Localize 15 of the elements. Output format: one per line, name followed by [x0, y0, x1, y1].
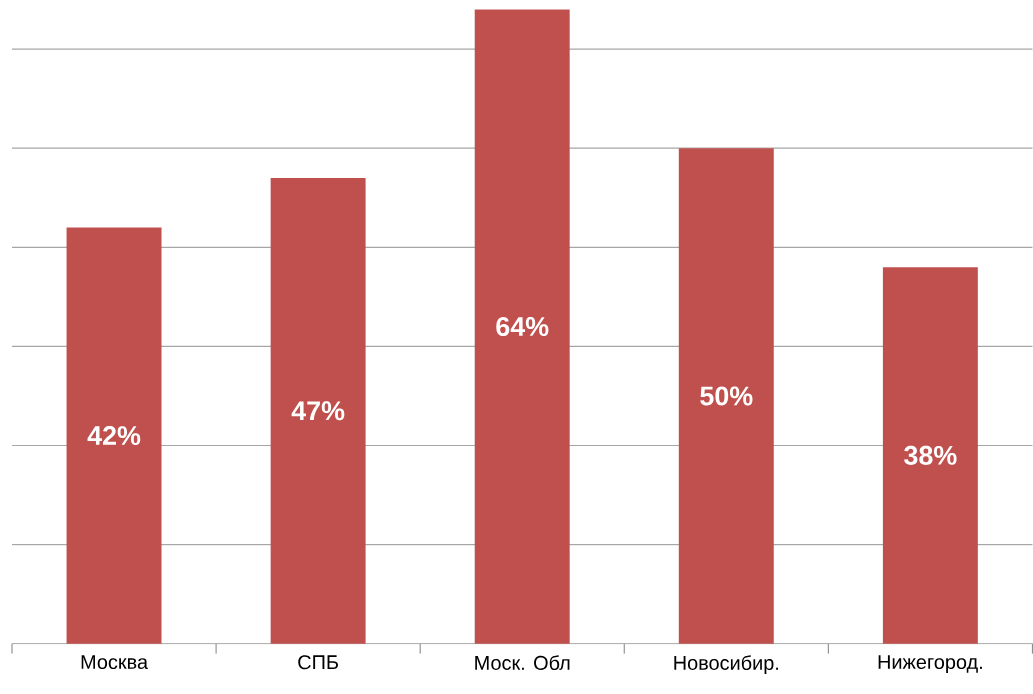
x-tick-label: Нижегород.: [878, 655, 982, 674]
data-label: 47%: [291, 401, 345, 421]
bar: [270, 178, 366, 644]
x-tick-label: Москва: [81, 655, 149, 670]
data-label: 38%: [904, 446, 957, 466]
x-tick-label: СПБ: [298, 655, 338, 670]
bar: [66, 227, 162, 644]
bar: [882, 267, 978, 644]
bar: [474, 9, 570, 644]
x-tick-label: Новосибир.: [674, 655, 779, 675]
bar: [678, 148, 774, 644]
data-label: 50%: [700, 386, 753, 406]
x-tick-label: Моск. Обл: [475, 655, 570, 671]
data-label: 42%: [87, 426, 141, 446]
data-label: 64%: [496, 317, 549, 337]
